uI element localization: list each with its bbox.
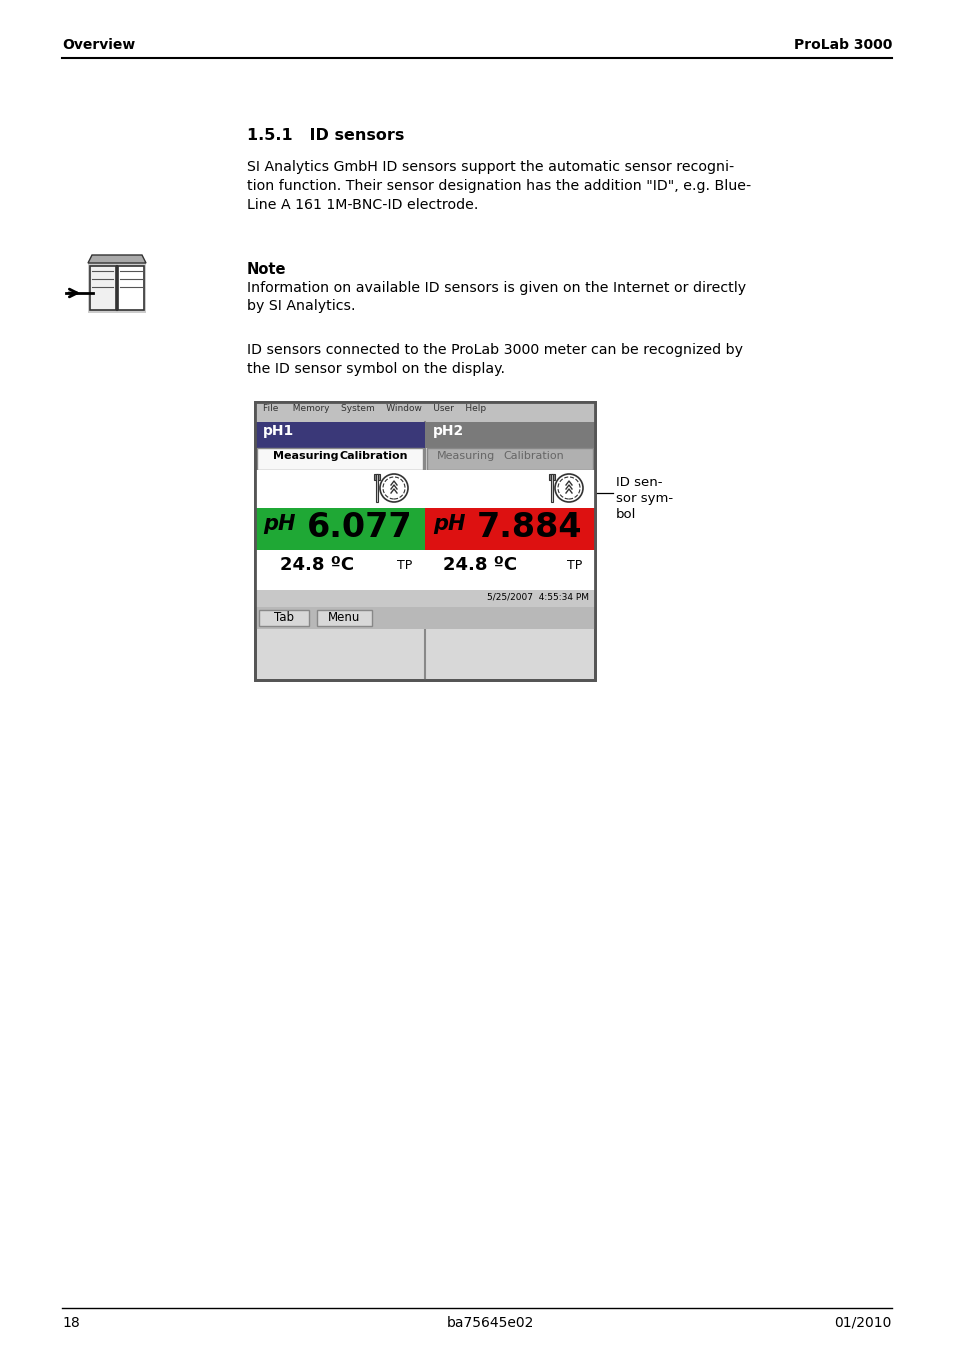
Bar <box>551 474 553 503</box>
Text: File     Memory    System    Window    User    Help: File Memory System Window User Help <box>263 404 486 413</box>
Bar <box>424 550 595 590</box>
Text: Tab: Tab <box>274 611 294 624</box>
Text: pH2: pH2 <box>433 424 464 438</box>
Text: Note: Note <box>247 262 286 277</box>
Bar <box>424 422 595 449</box>
Text: ID sen-: ID sen- <box>616 476 661 489</box>
Bar <box>424 508 595 550</box>
Text: 24.8 ºC: 24.8 ºC <box>280 557 354 574</box>
Bar <box>548 474 555 480</box>
Bar <box>254 607 595 630</box>
Text: Calibration: Calibration <box>339 451 408 461</box>
Text: 1.5.1   ID sensors: 1.5.1 ID sensors <box>247 128 404 143</box>
Text: Measuring: Measuring <box>273 451 338 461</box>
Text: ProLab 3000: ProLab 3000 <box>793 38 891 51</box>
Bar <box>256 449 422 470</box>
Bar <box>118 266 144 309</box>
Bar <box>374 474 379 480</box>
Text: SI Analytics GmbH ID sensors support the automatic sensor recogni-: SI Analytics GmbH ID sensors support the… <box>247 159 734 174</box>
Text: TP: TP <box>396 559 412 571</box>
Bar <box>254 550 424 590</box>
Circle shape <box>555 474 582 503</box>
Bar <box>316 611 372 626</box>
Bar <box>254 470 424 508</box>
Text: pH: pH <box>433 513 465 534</box>
Bar <box>90 266 116 309</box>
Text: by SI Analytics.: by SI Analytics. <box>247 299 355 313</box>
Bar <box>254 422 424 449</box>
Text: Menu: Menu <box>328 611 360 624</box>
Text: the ID sensor symbol on the display.: the ID sensor symbol on the display. <box>247 362 504 376</box>
Bar <box>254 590 595 607</box>
Text: pH1: pH1 <box>263 424 294 438</box>
Bar <box>254 508 424 550</box>
Text: Measuring: Measuring <box>436 451 495 461</box>
Text: Overview: Overview <box>62 38 135 51</box>
Bar <box>424 470 595 508</box>
Polygon shape <box>88 255 146 263</box>
Bar <box>88 263 146 313</box>
Text: Information on available ID sensors is given on the Internet or directly: Information on available ID sensors is g… <box>247 281 745 295</box>
Text: 5/25/2007  4:55:34 PM: 5/25/2007 4:55:34 PM <box>486 592 588 601</box>
Text: pH: pH <box>263 513 295 534</box>
Text: 18: 18 <box>62 1316 80 1329</box>
Text: 6.077: 6.077 <box>307 511 413 544</box>
Bar <box>427 449 593 470</box>
Text: Calibration: Calibration <box>502 451 563 461</box>
Bar <box>375 474 377 503</box>
Text: 7.884: 7.884 <box>476 511 582 544</box>
Text: tion function. Their sensor designation has the addition "ID", e.g. Blue-: tion function. Their sensor designation … <box>247 178 750 193</box>
Text: ba75645e02: ba75645e02 <box>446 1316 533 1329</box>
Text: ID sensors connected to the ProLab 3000 meter can be recognized by: ID sensors connected to the ProLab 3000 … <box>247 343 742 357</box>
Text: sor sym-: sor sym- <box>616 492 673 505</box>
Text: Line A 161 1M-BNC-ID electrode.: Line A 161 1M-BNC-ID electrode. <box>247 199 477 212</box>
Text: 01/2010: 01/2010 <box>834 1316 891 1329</box>
Text: 24.8 ºC: 24.8 ºC <box>442 557 517 574</box>
Text: TP: TP <box>566 559 581 571</box>
Text: bol: bol <box>616 508 636 521</box>
Bar <box>254 403 595 422</box>
Bar <box>254 403 595 680</box>
Bar <box>254 403 595 680</box>
Bar <box>258 611 309 626</box>
Circle shape <box>379 474 408 503</box>
